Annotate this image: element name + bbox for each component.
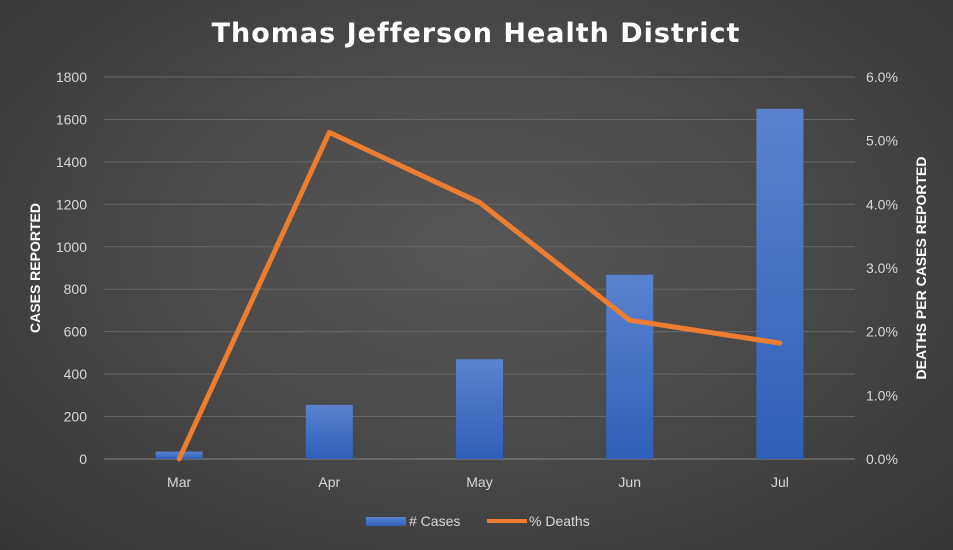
y-right-tick-label: 4.0%	[866, 196, 898, 212]
y-left-tick-label: 1800	[56, 69, 87, 85]
legend-label-cases: # Cases	[409, 513, 460, 529]
y-left-tick-label: 1400	[56, 154, 87, 170]
y-right-tick-label: 3.0%	[866, 260, 898, 276]
legend: # Cases % Deaths	[366, 513, 590, 529]
y-left-tick-label: 800	[64, 281, 88, 297]
y-left-tick-label: 600	[64, 324, 88, 340]
y-left-tick-label: 1600	[56, 111, 87, 127]
bar-cases	[456, 359, 503, 459]
line-point-deaths	[629, 319, 631, 321]
gridlines	[104, 76, 855, 460]
y-left-axis-title: CASES REPORTED	[27, 203, 43, 333]
y-right-axis-title: DEATHS PER CASES REPORTED	[913, 157, 929, 380]
legend-label-deaths: % Deaths	[529, 513, 590, 529]
bars-cases	[155, 108, 804, 459]
x-tick-label: Apr	[318, 474, 340, 490]
y-right-tick-label: 6.0%	[866, 69, 898, 85]
line-deaths	[176, 129, 783, 462]
y-right-tick-label: 5.0%	[866, 133, 898, 149]
y-left-tick-label: 1200	[56, 196, 87, 212]
bar-cases	[305, 404, 353, 459]
line-point-deaths	[779, 342, 781, 344]
line-point-deaths	[479, 201, 480, 203]
y-left-tick-label: 1000	[56, 239, 87, 255]
y-right-tick-label: 2.0%	[866, 324, 898, 340]
y-left-tick-label: 0	[79, 451, 87, 467]
y-left-tick-label: 200	[64, 409, 88, 425]
legend-swatch-cases	[366, 517, 406, 526]
chart-title: Thomas Jefferson Health District	[212, 18, 741, 49]
line-point-deaths	[178, 458, 180, 460]
y-right-tick-label: 0.0%	[866, 451, 898, 467]
x-tick-label: Jul	[771, 474, 789, 490]
x-axis-ticks: Mar Apr May Jun Jul	[167, 474, 789, 490]
bar-cases	[756, 108, 804, 459]
x-tick-label: Mar	[167, 474, 191, 490]
left-axis-ticks: 0 200 400 600 800 1000 1200 1400 1600 1800	[56, 69, 87, 467]
bar-cases	[606, 274, 654, 459]
y-right-tick-label: 1.0%	[866, 387, 898, 403]
right-axis-ticks: 0.0% 1.0% 2.0% 3.0% 4.0% 5.0% 6.0%	[866, 69, 898, 467]
x-tick-label: Jun	[618, 474, 641, 490]
line-point-deaths	[328, 131, 330, 133]
x-tick-label: May	[466, 474, 492, 490]
y-left-tick-label: 400	[64, 366, 88, 382]
